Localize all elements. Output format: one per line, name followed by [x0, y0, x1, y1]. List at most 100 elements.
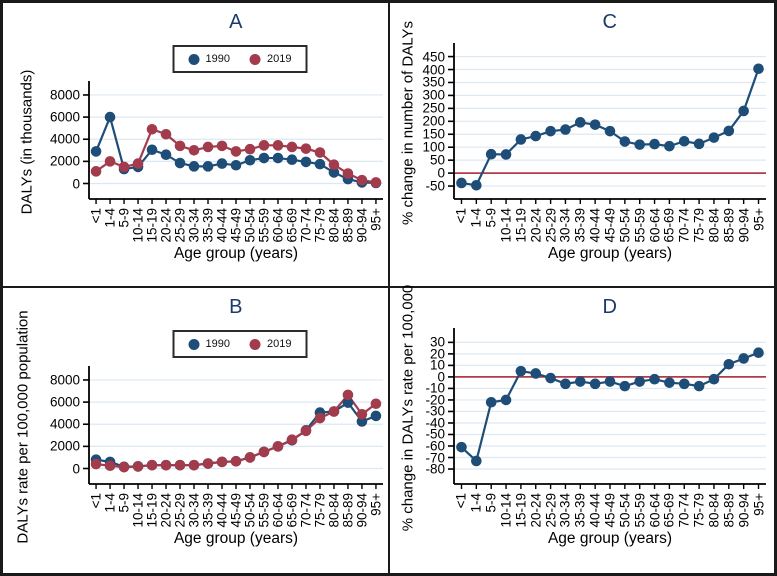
x-tick-label: <1: [453, 493, 469, 509]
legend-dot-1990: [188, 53, 200, 65]
x-tick-label: 5-9: [483, 208, 499, 228]
panel-d-plot-area: -80 -70 -60 -50 -40 -30 -20 -10 0 10 20 30 <1 1-4 5-9 1…: [425, 328, 766, 528]
legend-label-1990: 1990: [205, 53, 230, 65]
panel-a: A 1990 2019 DALYs (in thousands) 0 2000 40…: [3, 3, 390, 288]
y-tick-label: -10: [425, 380, 445, 396]
x-tick-label: 30-34: [557, 208, 573, 243]
panel-b-plot-area: 0 2000 4000 6000 8000 <1 1-4 5-9 10-14 15-19 20-24…: [50, 366, 383, 528]
panel-c-title: C: [602, 11, 618, 33]
y-tick-label: 0: [437, 165, 445, 181]
legend-label-2019: 2019: [267, 338, 292, 350]
panel-c: C % change in number of DALYs -50 0 50 100 1…: [390, 3, 774, 288]
x-tick-label: 45-49: [602, 493, 618, 528]
x-tick-label: 55-59: [632, 208, 648, 243]
x-tick-label: 20-24: [158, 208, 174, 243]
x-tick-label: 65-69: [284, 493, 300, 528]
y-tick-label: -50: [425, 426, 445, 442]
x-tick-label: 50-54: [242, 208, 258, 243]
y-tick-label: 100: [422, 139, 445, 155]
x-tick-label: <1: [88, 493, 104, 509]
x-tick-label: 90-94: [354, 493, 370, 528]
y-tick-label: 8000: [49, 372, 80, 388]
x-tick-label: 65-69: [661, 208, 677, 243]
x-tick-label: 70-74: [676, 208, 692, 243]
y-tick-label: 0: [72, 176, 80, 191]
x-tick-label: 45-49: [602, 208, 618, 243]
x-tick-label: 55-59: [632, 493, 648, 528]
x-tick-label: 35-39: [200, 208, 216, 243]
panel-d-x-axis-title: Age group (years): [547, 530, 673, 547]
x-tick-label: 1-4: [102, 493, 118, 513]
x-tick-label: 1-4: [468, 493, 484, 513]
x-tick-label: 75-79: [312, 208, 328, 243]
y-tick-label: 4000: [49, 416, 80, 432]
panel-a-title: A: [229, 11, 243, 33]
chart-svg: [448, 43, 766, 204]
y-tick-label: 400: [422, 62, 445, 78]
y-tick-label: 200: [422, 113, 445, 129]
legend-dot-2019: [250, 338, 261, 350]
x-tick-label: 15-19: [513, 493, 529, 528]
x-tick-label: 60-64: [647, 493, 663, 528]
panel-b-y-axis-title: DALYs rate per 100,000 population: [14, 310, 32, 544]
x-tick-label: <1: [453, 208, 469, 224]
x-tick-label: 85-89: [340, 208, 356, 243]
y-tick-label: 30: [429, 334, 445, 350]
legend-dot-2019: [250, 53, 261, 65]
y-tick-label: 300: [422, 87, 445, 103]
y-tick-label: -30: [425, 403, 445, 419]
x-tick-label: 30-34: [186, 493, 202, 528]
x-tick-label: 1-4: [468, 208, 484, 228]
x-tick-label: 55-59: [256, 493, 272, 528]
x-tick-label: 25-29: [543, 493, 559, 528]
x-tick-label: 10-14: [498, 208, 514, 243]
panel-a-x-axis-title: Age group (years): [173, 245, 299, 262]
legend-item-2019: 2019: [250, 53, 291, 65]
x-tick-label: 90-94: [736, 208, 752, 243]
legend-item-2019: 2019: [250, 338, 291, 350]
x-tick-label: 70-74: [676, 493, 692, 528]
y-tick-label: 50: [429, 152, 445, 168]
y-tick-label: 10: [429, 357, 445, 373]
x-tick-label: 20-24: [158, 493, 174, 528]
y-tick-label: 350: [422, 74, 445, 90]
x-tick-label: 25-29: [172, 208, 188, 243]
y-tick-label: 8000: [49, 87, 80, 103]
legend: 1990 2019: [172, 45, 308, 73]
x-tick-label: 50-54: [617, 493, 633, 528]
y-tick-label: 20: [429, 346, 445, 362]
legend-item-1990: 1990: [188, 338, 230, 350]
x-tick-label: 80-84: [326, 493, 342, 528]
x-tick-label: 85-89: [340, 493, 356, 528]
chart-svg: [448, 328, 766, 489]
x-tick-label: 15-19: [513, 208, 529, 243]
y-tick-label: -80: [425, 461, 445, 477]
x-tick-label: 15-19: [144, 493, 160, 528]
x-tick-label: 5-9: [483, 493, 499, 513]
x-tick-label: 40-44: [214, 208, 230, 243]
x-tick-label: 85-89: [721, 493, 737, 528]
x-tick-label: 15-19: [144, 208, 160, 243]
x-tick-label: 80-84: [326, 208, 342, 243]
y-tick-label: -40: [425, 415, 445, 431]
x-tick-label: 80-84: [706, 208, 722, 243]
legend: 1990 2019: [172, 330, 308, 358]
x-tick-label: 10-14: [130, 493, 146, 528]
x-tick-label: 95+: [751, 493, 766, 516]
x-tick-label: 70-74: [298, 208, 314, 243]
y-tick-label: 6000: [49, 394, 80, 410]
legend-label-2019: 2019: [267, 53, 292, 65]
x-tick-label: 20-24: [528, 493, 544, 528]
x-tick-label: 40-44: [587, 493, 603, 528]
x-tick-label: 25-29: [543, 208, 559, 243]
x-tick-label: 65-69: [661, 493, 677, 528]
panel-d-title: D: [602, 296, 618, 318]
x-tick-label: 75-79: [691, 493, 707, 528]
panel-b-title: B: [229, 296, 243, 318]
x-tick-label: 5-9: [116, 493, 132, 513]
x-tick-label: 85-89: [721, 208, 737, 243]
x-tick-label: 50-54: [242, 493, 258, 528]
x-tick-label: 95+: [751, 208, 766, 231]
x-tick-label: 20-24: [528, 208, 544, 243]
